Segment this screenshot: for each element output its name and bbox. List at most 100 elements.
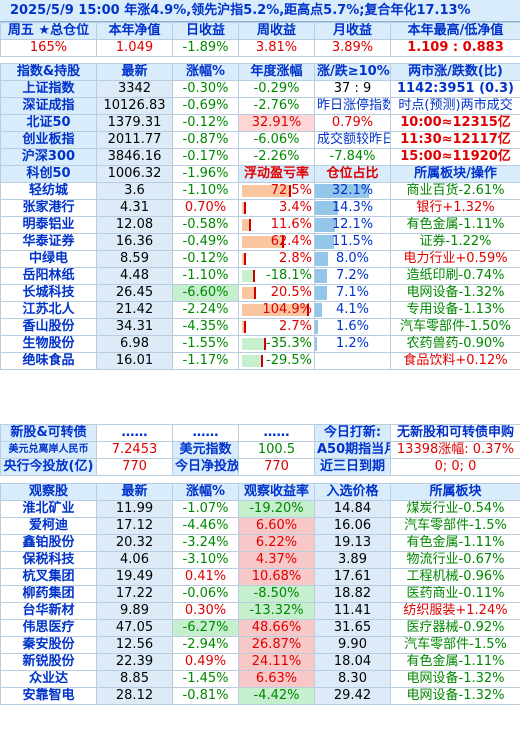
watch-change: -1.07% [172,500,239,518]
holding-change: 0.70% [172,199,239,217]
holding-row[interactable]: 生物股份 6.98 -1.55% -35.3% 1.2% 农药兽药-0.90% [0,335,520,353]
index-change: -0.12% [172,114,239,132]
pl-value: 2.7% [278,319,312,335]
index-name[interactable]: 上证指数 [0,80,97,98]
watch-return: 6.63% [238,670,315,688]
index-row[interactable]: 科创50 1006.32 -1.96% 浮动盈亏率 仓位占比 所属板块/操作 [0,165,520,183]
watch-entry-price: 19.13 [314,534,391,552]
index-price: 1006.32 [96,165,173,183]
watch-entry-price: 31.65 [314,619,391,637]
col-header: 涨幅% [172,63,239,81]
index-name[interactable]: 科创50 [0,165,97,183]
holding-name[interactable]: 香山股份 [0,318,97,336]
index-row[interactable]: 北证50 1379.31 -0.12% 32.91% 0.79% 10:00≈12315亿 [0,114,520,132]
watch-row[interactable]: 台华新材 9.89 0.30% -13.32% 11.41 纺织服装+1.24% [0,602,520,620]
market-stat: 时点(预测)两市成交 [390,97,520,115]
holding-position: 11.5% [314,233,391,251]
watch-name[interactable]: 柳药集团 [0,585,97,603]
holding-name[interactable]: 绝味食品 [0,352,97,370]
watch-name[interactable]: 伟思医疗 [0,619,97,637]
holding-row[interactable]: 岳阳林纸 4.48 -1.10% -18.1% 7.2% 造纸印刷-0.74% [0,267,520,285]
index-row[interactable]: 上证指数 3342 -0.30% -0.29% 37 : 9 1142:3951 (0.3… [0,80,520,98]
holding-row[interactable]: 轻纺城 3.6 -1.10% 72.5% 32.1% 商业百货-2.61% [0,182,520,200]
holding-pl: -35.3% [238,335,315,353]
watch-name[interactable]: 爱柯迪 [0,517,97,535]
watch-sector: 工程机械-0.96% [390,568,520,586]
watch-row[interactable]: 安靠智电 28.12 -0.81% -4.42% 29.42 电网设备-1.32% [0,687,520,705]
net-injection-value: 770 [238,458,315,476]
watch-sector: 煤炭行业-0.54% [390,500,520,518]
watch-row[interactable]: 新锐股份 22.39 0.49% 24.11% 18.04 有色金属-1.11% [0,653,520,671]
ytd-nav-value: 1.049 [96,39,173,57]
watch-name[interactable]: 保税科技 [0,551,97,569]
holding-name[interactable]: 岳阳林纸 [0,267,97,285]
ipo-label: 新股&可转债 [0,424,97,442]
holding-row[interactable]: 中绿电 8.59 -0.12% 2.8% 8.0% 电力行业+0.59% [0,250,520,268]
holding-row[interactable]: 江苏北人 21.42 -2.24% 104.9% 4.1% 专用设备-1.13% [0,301,520,319]
index-row[interactable]: 沪深300 3846.16 -0.17% -2.26% -7.84% 15:00≈1192… [0,148,520,166]
watch-name[interactable]: 安靠智电 [0,687,97,705]
watch-name[interactable]: 秦安股份 [0,636,97,654]
watch-name[interactable]: 杭叉集团 [0,568,97,586]
watch-price: 4.06 [96,551,173,569]
position-value: 32.1% [331,183,374,199]
holding-position: 12.1% [314,216,391,234]
watch-row[interactable]: 秦安股份 12.56 -2.94% 26.87% 9.90 汽车零部件-1.5% [0,636,520,654]
ipo-today-label: 今日打新: [314,424,391,442]
index-name[interactable]: 沪深300 [0,148,97,166]
watch-price: 12.56 [96,636,173,654]
pl-value: -35.3% [266,336,312,352]
holding-row[interactable]: 明泰铝业 12.08 -0.58% 11.6% 12.1% 有色金属-1.11% [0,216,520,234]
watch-sector: 纺织服装+1.24% [390,602,520,620]
watch-return: -8.50% [238,585,315,603]
watch-row[interactable]: 伟思医疗 47.05 -6.27% 48.66% 31.65 医疗器械-0.92% [0,619,520,637]
index-row[interactable]: 创业板指 2011.77 -0.87% -6.06% 成交额较昨日 11:30≈12117… [0,131,520,149]
watch-name[interactable]: 台华新材 [0,602,97,620]
watch-row[interactable]: 鑫铂股份 20.32 -3.24% 6.22% 19.13 有色金属-1.11% [0,534,520,552]
holding-sector: 造纸印刷-0.74% [390,267,520,285]
holding-row[interactable]: 张家港行 4.31 0.70% 3.4% 14.3% 银行+1.32% [0,199,520,217]
watch-return: 6.60% [238,517,315,535]
ipo-cell: …… [96,424,173,442]
pl-value: -18.1% [266,268,312,284]
position-value: 12.1% [331,217,374,233]
holding-name[interactable]: 轻纺城 [0,182,97,200]
pl-value: 11.6% [270,217,312,233]
holding-row[interactable]: 长城科技 26.45 -6.60% 20.5% 7.1% 电网设备-1.32% [0,284,520,302]
holding-name[interactable]: 华泰证券 [0,233,97,251]
watch-name[interactable]: 众业达 [0,670,97,688]
dxy-label: 美元指数 [172,441,239,459]
holding-name[interactable]: 生物股份 [0,335,97,353]
holding-row[interactable]: 香山股份 34.31 -4.35% 2.7% 1.6% 汽车零部件-1.50% [0,318,520,336]
watch-row[interactable]: 杭叉集团 19.49 0.41% 10.68% 17.61 工程机械-0.96% [0,568,520,586]
holding-row[interactable]: 华泰证券 16.36 -0.49% 62.4% 11.5% 证券-1.22% [0,233,520,251]
holding-name[interactable]: 明泰铝业 [0,216,97,234]
col-header: 最新 [96,483,173,501]
holding-sector: 有色金属-1.11% [390,216,520,234]
watch-name[interactable]: 新锐股份 [0,653,97,671]
holding-name[interactable]: 中绿电 [0,250,97,268]
holding-name[interactable]: 张家港行 [0,199,97,217]
col-header: 两市涨/跌数(比) [390,63,520,81]
holding-position: 7.2% [314,267,391,285]
index-row[interactable]: 深证成指 10126.83 -0.69% -2.76% 昨日涨停指数 时点(预测)两市成交 [0,97,520,115]
watch-row[interactable]: 淮北矿业 11.99 -1.07% -19.20% 14.84 煤炭行业-0.54% [0,500,520,518]
watch-row[interactable]: 保税科技 4.06 -3.10% 4.37% 3.89 物流行业-0.67% [0,551,520,569]
page-title: 2025/5/9 15:00 年涨4.9%,领先沪指5.2%,距高点5.7%;复… [0,0,520,22]
holding-row[interactable]: 绝味食品 16.01 -1.17% -29.5% 食品饮料+0.12% [0,352,520,370]
watch-row[interactable]: 柳药集团 17.22 -0.06% -8.50% 18.82 医药商业-0.11% [0,585,520,603]
watch-row[interactable]: 爱柯迪 17.12 -4.46% 6.60% 16.06 汽车零部件-1.5% [0,517,520,535]
pl-value: 62.4% [270,234,312,250]
watch-row[interactable]: 众业达 8.85 -1.45% 6.63% 8.30 电网设备-1.32% [0,670,520,688]
watch-name[interactable]: 淮北矿业 [0,500,97,518]
holding-name[interactable]: 长城科技 [0,284,97,302]
index-name[interactable]: 创业板指 [0,131,97,149]
weekly-return-value: 3.81% [238,39,315,57]
watch-entry-price: 17.61 [314,568,391,586]
holding-name[interactable]: 江苏北人 [0,301,97,319]
watch-name[interactable]: 鑫铂股份 [0,534,97,552]
index-name[interactable]: 北证50 [0,114,97,132]
holding-pl: 2.8% [238,250,315,268]
holding-position: 14.3% [314,199,391,217]
index-name[interactable]: 深证成指 [0,97,97,115]
